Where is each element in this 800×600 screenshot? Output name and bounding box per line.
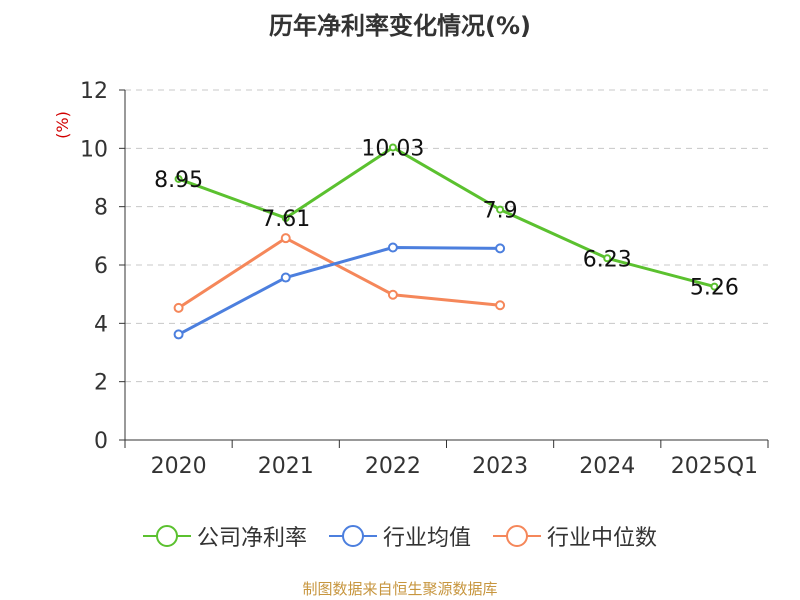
data-point-industry-median (173, 302, 184, 313)
data-point-industry-avg (173, 329, 184, 340)
data-point-industry-avg (495, 243, 506, 254)
legend-item-industry-median[interactable]: 行业中位数 (493, 520, 657, 552)
legend-item-industry-avg[interactable]: 行业均值 (328, 520, 471, 552)
legend-item-company[interactable]: 公司净利率 (142, 520, 307, 552)
x-tick-label: 2023 (472, 454, 528, 479)
series-line-industry-median (177, 236, 501, 310)
data-point-company (603, 254, 612, 263)
y-tick-label: 10 (80, 137, 108, 162)
data-label-company: 7.61 (261, 207, 310, 232)
y-tick-label: 8 (94, 196, 108, 221)
chart-legend: 公司净利率 行业均值 行业中位数 (0, 520, 800, 552)
y-tick-label: 12 (80, 79, 108, 104)
data-point-industry-avg (280, 272, 291, 283)
legend-label-industry-median: 行业中位数 (547, 526, 658, 551)
data-point-industry-avg (387, 242, 398, 253)
y-tick-label: 4 (94, 312, 108, 337)
data-label-company: 5.26 (690, 276, 739, 301)
data-point-company (388, 143, 397, 152)
data-label-company: 8.95 (154, 168, 203, 193)
y-tick-label: 0 (94, 429, 108, 454)
data-source-note: 制图数据来自恒生聚源数据库 (302, 580, 498, 598)
data-point-company (281, 214, 290, 223)
data-point-industry-median (387, 289, 398, 300)
legend-marker-industry-avg (328, 524, 377, 548)
data-point-industry-median (495, 300, 506, 311)
legend-marker-company (142, 524, 191, 548)
data-point-company (496, 205, 505, 214)
x-tick-label: 2020 (151, 454, 207, 479)
data-point-industry-median (280, 233, 291, 244)
series-line-company (178, 145, 715, 289)
data-label-company: 7.9 (483, 199, 518, 224)
x-tick-label: 2024 (579, 454, 635, 479)
legend-label-industry-avg: 行业均值 (382, 526, 471, 551)
x-tick-label: 2025Q1 (671, 454, 758, 479)
data-point-company (174, 174, 183, 183)
data-label-company: 6.23 (583, 247, 632, 272)
y-tick-label: 6 (94, 254, 108, 279)
y-tick-label: 2 (94, 371, 108, 396)
data-label-company: 10.03 (361, 136, 424, 161)
legend-marker-industry-median (493, 524, 541, 548)
y-axis-label: (%) (53, 111, 72, 139)
x-tick-label: 2021 (258, 454, 314, 479)
data-point-company (710, 282, 719, 291)
chart-title: 历年净利率变化情况(%) (269, 12, 531, 40)
x-tick-label: 2022 (365, 454, 421, 479)
legend-label-company: 公司净利率 (196, 526, 307, 551)
series-line-industry-avg (177, 246, 501, 336)
